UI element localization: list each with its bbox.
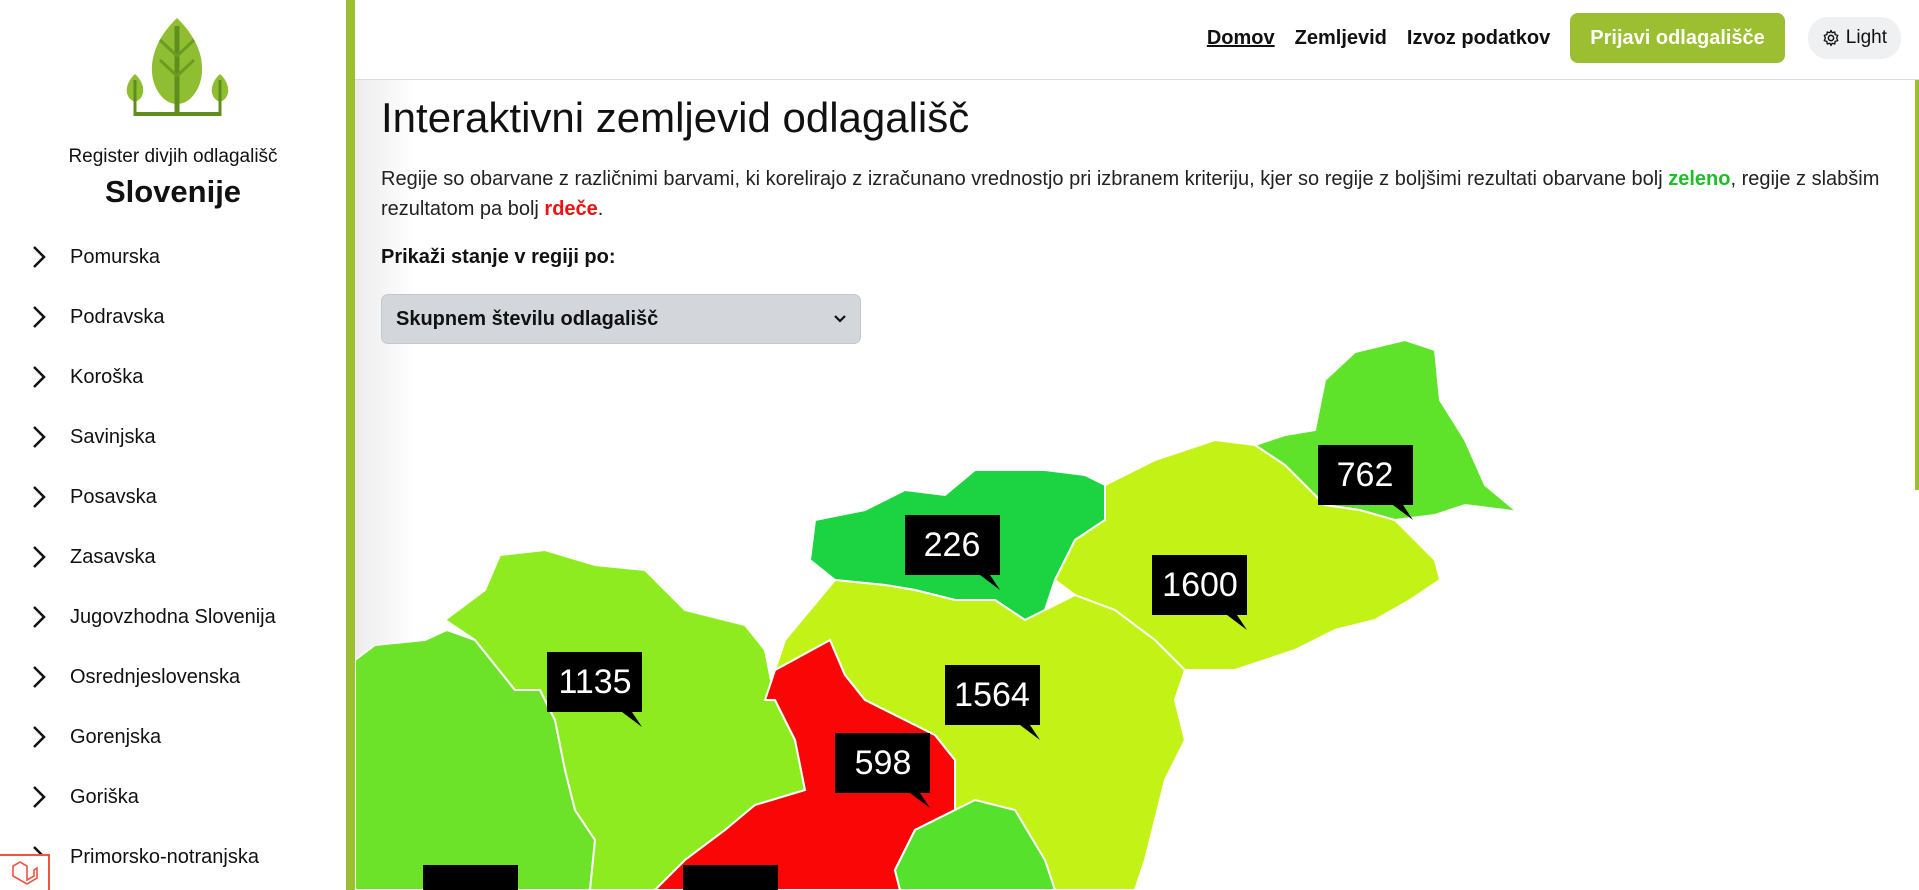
top-navbar: Domov Zemljevid Izvoz podatkov Prijavi o… bbox=[355, 0, 1919, 80]
sidebar-item-osrednjeslovenska[interactable]: Osrednjeslovenska bbox=[0, 647, 346, 707]
nav-link-zemljevid[interactable]: Zemljevid bbox=[1294, 26, 1387, 49]
map-region-savinjska[interactable] bbox=[773, 578, 1187, 890]
sidebar-item-label: Goriška bbox=[70, 785, 139, 808]
map-value-savinjska: 1564 bbox=[954, 676, 1030, 714]
sidebar-item-jugovzhodna-slovenija[interactable]: Jugovzhodna Slovenija bbox=[0, 587, 346, 647]
chevron-right-icon bbox=[33, 786, 46, 808]
criteria-select[interactable]: Skupnem številu odlagališč bbox=[381, 294, 861, 344]
intro-text: Regije so obarvane z različnimi barvami,… bbox=[381, 168, 1669, 190]
brand-subtitle: Register divjih odlagališč bbox=[68, 146, 278, 167]
sidebar-item-gorenjska[interactable]: Gorenjska bbox=[0, 707, 346, 767]
map-callout-savinjska: 1564 bbox=[945, 665, 1040, 740]
sidebar-item-zasavska[interactable]: Zasavska bbox=[0, 527, 346, 587]
theme-toggle-label: Light bbox=[1845, 27, 1887, 48]
intro-text-end: . bbox=[597, 198, 604, 220]
map-callout-pomurska: 762 bbox=[1318, 445, 1413, 520]
sidebar-item-podravska[interactable]: Podravska bbox=[0, 287, 346, 347]
intro-paragraph: Regije so obarvane z različnimi barvami,… bbox=[381, 164, 1901, 224]
intro-green-word: zeleno bbox=[1668, 168, 1731, 190]
sidebar-item-label: Zasavska bbox=[70, 545, 156, 568]
page-title: Interaktivni zemljevid odlagališč bbox=[381, 94, 970, 141]
sidebar-item-label: Koroška bbox=[70, 365, 144, 388]
laravel-icon bbox=[12, 861, 38, 885]
map-callout-koroska: 226 bbox=[905, 515, 1000, 590]
sidebar-item-posavska[interactable]: Posavska bbox=[0, 467, 346, 527]
main-content: Interaktivni zemljevid odlagališč Regije… bbox=[355, 80, 1919, 890]
sidebar-item-goriska[interactable]: Goriška bbox=[0, 767, 346, 827]
map-callout-primorska bbox=[683, 865, 778, 890]
chevron-right-icon bbox=[33, 606, 46, 628]
map-region-podravska[interactable] bbox=[1053, 438, 1442, 671]
sidebar-item-label: Savinjska bbox=[70, 425, 156, 448]
criteria-select-label: Prikaži stanje v regiji po: bbox=[381, 246, 616, 268]
chevron-right-icon bbox=[33, 246, 46, 268]
tree-logo-icon bbox=[126, 18, 229, 116]
intro-red-word: rdeče bbox=[544, 198, 598, 220]
chevron-down-icon bbox=[834, 315, 846, 323]
map-callout-goriska bbox=[423, 865, 518, 890]
slovenia-region-map: 762 226 1600 1135 1564 598 bbox=[355, 340, 1541, 890]
map-region-zasavska[interactable] bbox=[893, 798, 1057, 890]
chevron-right-icon bbox=[33, 666, 46, 688]
sidebar-item-savinjska[interactable]: Savinjska bbox=[0, 407, 346, 467]
map-value-pomurska: 762 bbox=[1337, 456, 1394, 494]
map-callout-podravska: 1600 bbox=[1152, 555, 1247, 630]
map-callout-osrednjeslovenska: 598 bbox=[835, 733, 930, 808]
chevron-right-icon bbox=[33, 486, 46, 508]
chevron-right-icon bbox=[33, 726, 46, 748]
sidebar-item-label: Pomurska bbox=[70, 245, 161, 268]
chevron-right-icon bbox=[33, 426, 46, 448]
theme-toggle-button[interactable]: Light bbox=[1807, 17, 1901, 59]
map-value-osrednjeslovenska: 598 bbox=[855, 744, 912, 782]
map-value-gorenjska: 1135 bbox=[558, 663, 631, 701]
sidebar-item-primorsko-notranjska[interactable]: Primorsko-notranjska bbox=[0, 827, 346, 887]
sidebar: Register divjih odlagališč Slovenije Pom… bbox=[0, 0, 355, 890]
brand-title: Slovenije bbox=[104, 174, 242, 209]
map-callout-gorenjska: 1135 bbox=[547, 652, 642, 727]
scrollbar[interactable] bbox=[1915, 80, 1919, 490]
laravel-debug-badge[interactable] bbox=[0, 854, 50, 890]
sidebar-item-label: Podravska bbox=[70, 305, 165, 328]
sidebar-item-label: Osrednjeslovenska bbox=[70, 665, 241, 688]
sidebar-item-label: Jugovzhodna Slovenija bbox=[70, 605, 276, 628]
sidebar-item-pomurska[interactable]: Pomurska bbox=[0, 227, 346, 287]
sidebar-item-label: Posavska bbox=[70, 485, 157, 508]
sidebar-item-label: Primorsko-notranjska bbox=[70, 845, 259, 868]
region-list: Pomurska Podravska Koroška Savinjska Pos… bbox=[0, 227, 346, 887]
chevron-right-icon bbox=[33, 306, 46, 328]
main-nav: Domov Zemljevid Izvoz podatkov Prijavi o… bbox=[1207, 12, 1919, 64]
sidebar-item-label: Gorenjska bbox=[70, 725, 162, 748]
report-dump-button[interactable]: Prijavi odlagališče bbox=[1570, 13, 1785, 63]
nav-link-izvoz-podatkov[interactable]: Izvoz podatkov bbox=[1406, 26, 1551, 49]
criteria-select-value: Skupnem številu odlagališč bbox=[396, 307, 659, 330]
gear-icon bbox=[1823, 29, 1839, 47]
chevron-right-icon bbox=[33, 366, 46, 388]
map-value-koroska: 226 bbox=[924, 526, 981, 564]
intro-text-middle: , regije z slabšim rezultatom pa bolj bbox=[381, 168, 1880, 220]
nav-link-domov[interactable]: Domov bbox=[1206, 26, 1275, 49]
chevron-right-icon bbox=[33, 546, 46, 568]
map-value-podravska: 1600 bbox=[1162, 566, 1238, 604]
sidebar-item-koroska[interactable]: Koroška bbox=[0, 347, 346, 407]
